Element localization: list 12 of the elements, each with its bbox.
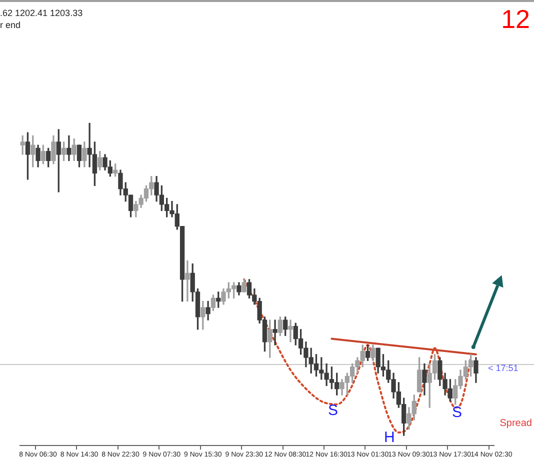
annotation: H [384, 429, 395, 446]
text: 12 [501, 4, 530, 35]
text: r end [0, 20, 21, 30]
annotation: < 17:51 [488, 363, 518, 373]
candlestick [288, 320, 293, 342]
annotation: S [452, 404, 462, 421]
text: .62 1202.41 1203.33 [0, 8, 83, 18]
annotation: S [328, 402, 338, 419]
text: Spread [500, 418, 532, 429]
candlestick [185, 260, 190, 302]
candlestick [272, 320, 278, 346]
candlestick [20, 135, 25, 155]
